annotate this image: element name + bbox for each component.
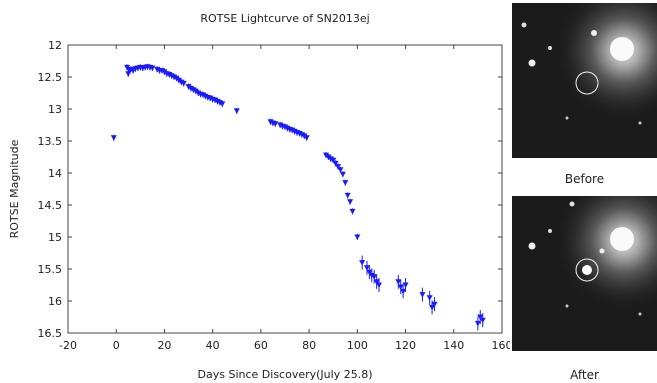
data-point — [400, 288, 407, 295]
star — [638, 121, 642, 125]
data-point — [303, 135, 310, 141]
data-point — [337, 167, 344, 173]
data-point — [110, 135, 117, 141]
y-tick-label: 13 — [48, 103, 62, 116]
y-tick-label: 12.5 — [38, 71, 63, 84]
star — [548, 46, 552, 50]
y-tick-label: 14.5 — [38, 199, 63, 212]
data-point — [335, 164, 342, 170]
y-tick-label: 14 — [48, 167, 62, 180]
y-tick-label: 13.5 — [38, 135, 63, 148]
data-point — [219, 101, 226, 107]
before-caption: Before — [564, 172, 605, 186]
supernova — [582, 265, 592, 275]
star — [548, 229, 552, 233]
y-axis-label: ROTSE Magnitude — [8, 139, 21, 238]
star — [521, 22, 527, 28]
data-point — [474, 320, 481, 327]
y-tick-label: 12 — [48, 39, 62, 52]
data-point — [342, 180, 349, 186]
x-tick-label: 60 — [254, 339, 268, 352]
data-point — [366, 269, 373, 276]
galaxy-glow — [554, 196, 657, 311]
y-tick-label: 16.5 — [38, 327, 63, 340]
x-tick-label: 100 — [347, 339, 368, 352]
lightcurve-chart: ROTSE Lightcurve of SN2013ej -20 0 20 40 60 8… — [8, 12, 510, 381]
data-point — [373, 279, 380, 285]
star — [565, 116, 569, 120]
plot-frame — [67, 44, 503, 334]
chart-title: ROTSE Lightcurve of SN2013ej — [200, 12, 369, 25]
data-point — [397, 284, 404, 290]
data-point — [349, 208, 356, 215]
data-point — [330, 157, 337, 164]
star — [638, 312, 642, 316]
star — [528, 242, 536, 250]
star — [565, 304, 569, 308]
data-point — [376, 282, 383, 288]
data-point — [124, 64, 131, 71]
star — [569, 201, 575, 207]
data-points — [110, 63, 486, 331]
data-point — [477, 314, 484, 320]
data-point — [233, 108, 240, 114]
data-point — [402, 282, 409, 288]
data-point — [359, 260, 366, 266]
after-image — [512, 196, 657, 351]
galaxy-core — [610, 37, 634, 61]
x-tick-label: 140 — [443, 339, 464, 352]
data-point — [354, 234, 361, 240]
data-point — [180, 80, 187, 87]
x-tick-label: -20 — [59, 339, 77, 352]
data-point — [419, 292, 426, 298]
y-tick-label: 16 — [48, 295, 62, 308]
x-axis: -20 0 20 40 60 80 100 120 140 160 — [59, 45, 510, 352]
galaxy-core — [610, 227, 634, 251]
x-tick-label: 80 — [302, 339, 316, 352]
data-point — [344, 192, 351, 199]
x-tick-label: 20 — [157, 339, 171, 352]
x-tick-label: 120 — [395, 339, 416, 352]
data-point — [479, 317, 486, 324]
y-axis: 12 12.5 13 13.5 14 14.5 15 15.5 16 16.5 — [38, 39, 502, 340]
target-circle — [575, 258, 599, 282]
data-point — [363, 265, 370, 271]
data-point — [272, 121, 279, 127]
x-tick-label: 40 — [206, 339, 220, 352]
data-point — [339, 171, 346, 178]
x-tick-label: 160 — [492, 339, 511, 352]
data-point — [431, 301, 438, 308]
data-point — [426, 295, 433, 301]
data-point — [149, 65, 156, 72]
x-axis-label: Days Since Discovery(July 25.8) — [198, 368, 373, 381]
before-image — [512, 3, 657, 158]
data-point — [395, 279, 402, 285]
star — [599, 248, 605, 254]
data-point — [371, 274, 378, 280]
data-point — [347, 199, 354, 205]
star — [591, 30, 597, 36]
y-tick-label: 15.5 — [38, 263, 63, 276]
data-point — [429, 304, 436, 311]
data-point — [332, 160, 339, 167]
x-tick-label: 0 — [113, 339, 120, 352]
star — [528, 59, 536, 67]
y-tick-label: 15 — [48, 231, 62, 244]
after-caption: After — [570, 368, 599, 382]
target-circle — [575, 71, 599, 95]
